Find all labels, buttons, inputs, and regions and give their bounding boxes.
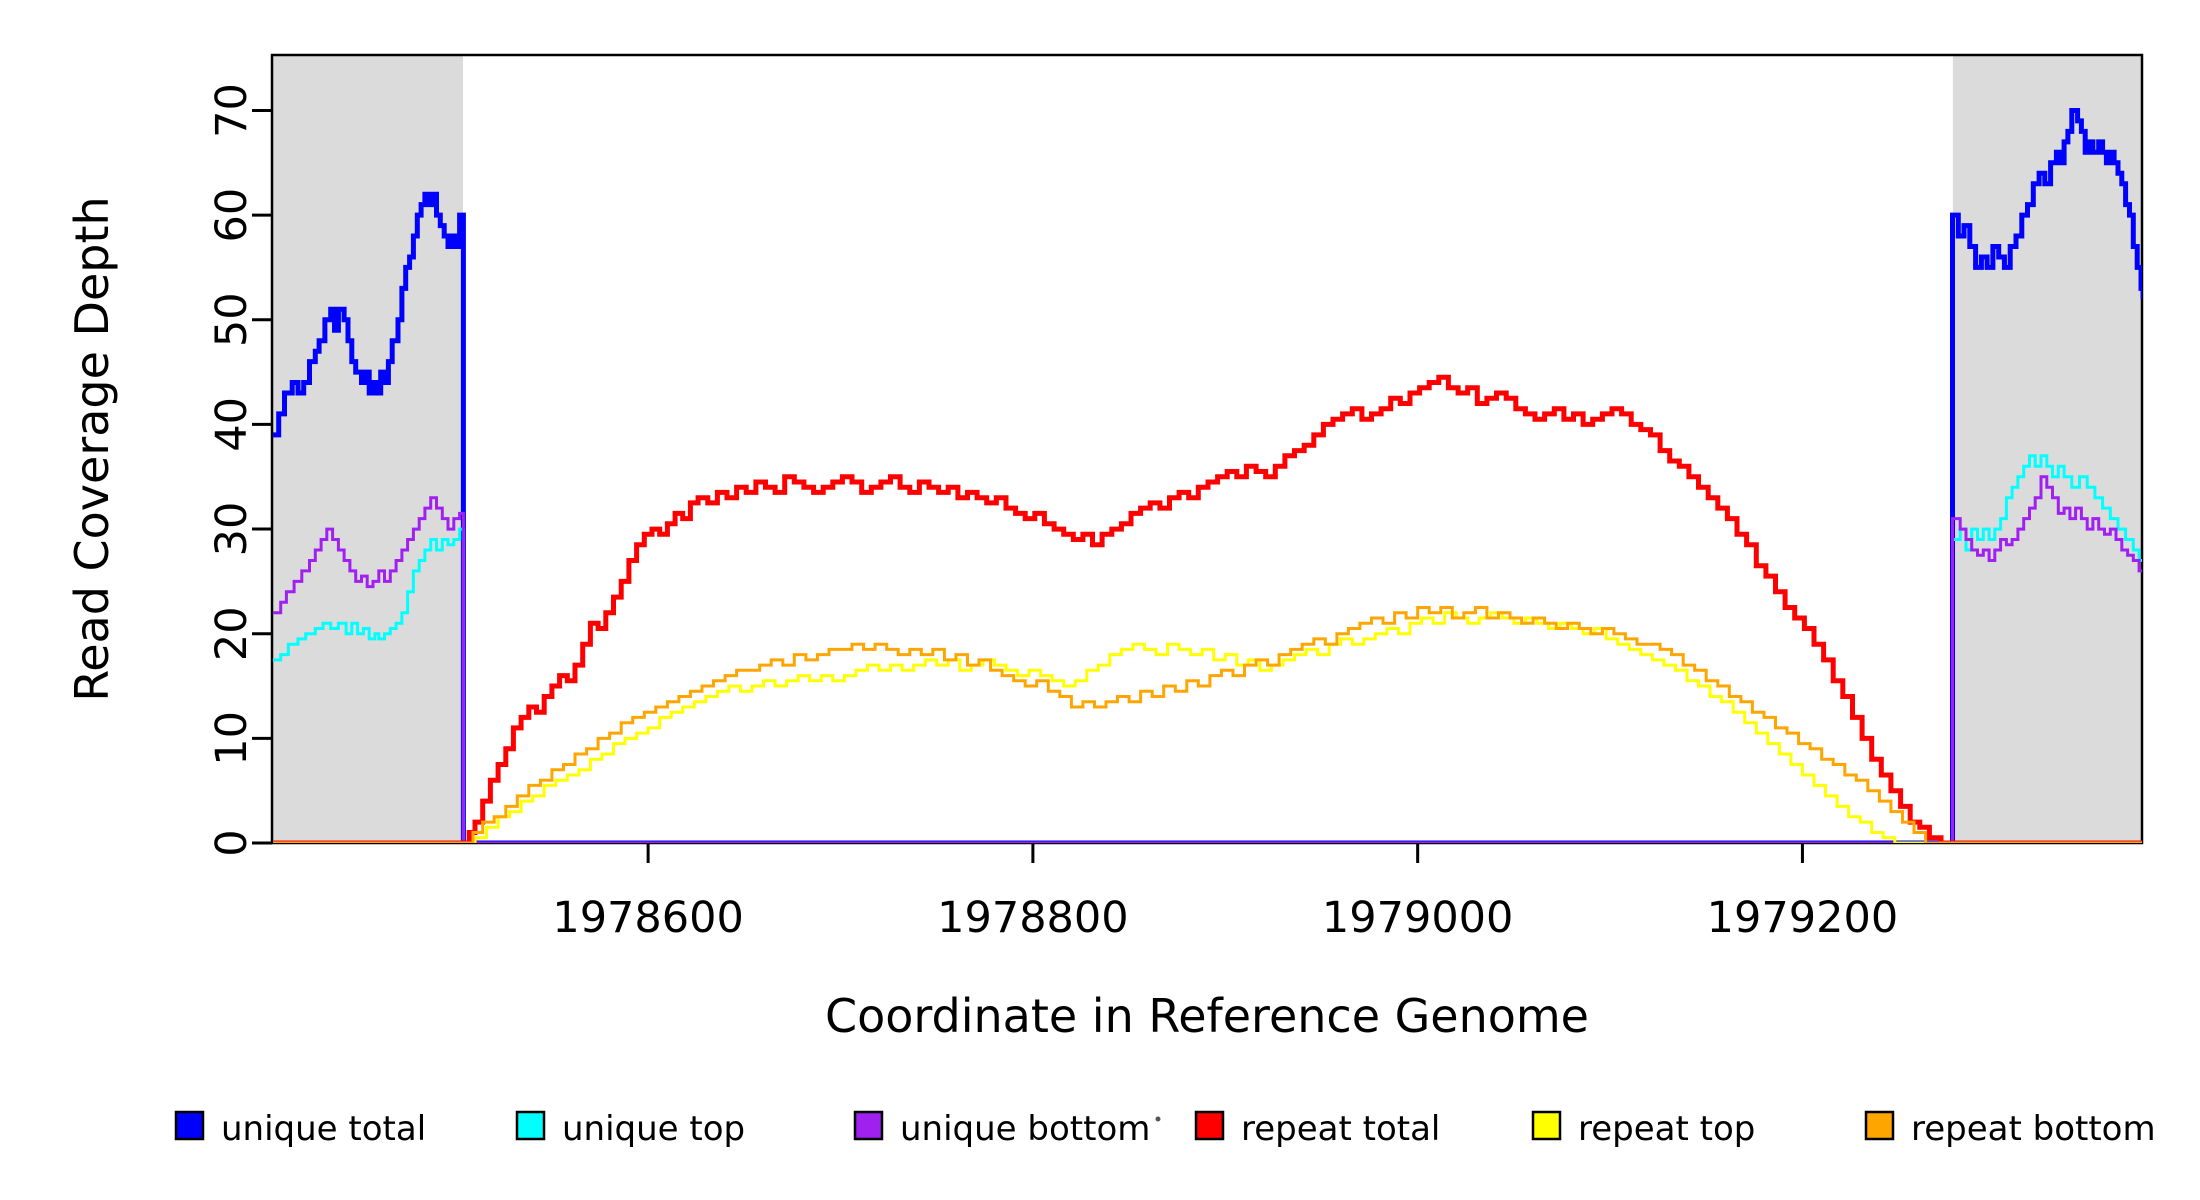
series-unique-bottom-line	[273, 475, 2142, 843]
legend-label-unique-total: unique total	[221, 1109, 426, 1149]
series-repeat-total-line	[273, 374, 2142, 843]
legend-swatch-repeat-total	[1194, 1110, 1225, 1141]
legend-label-unique-bottom: unique bottom	[900, 1109, 1150, 1149]
legend-swatch-unique-total	[174, 1110, 205, 1141]
y-tick-label: 70	[207, 83, 257, 138]
series-unique-total-line	[273, 108, 2142, 843]
legend-item-unique-top: unique top	[515, 1109, 745, 1149]
legend-item-repeat-top: repeat top	[1531, 1109, 1755, 1149]
y-tick-label: 30	[207, 502, 257, 557]
series-unique-top-line	[273, 454, 2142, 843]
legend-swatch-unique-bottom	[853, 1110, 884, 1141]
series-repeat-top-line	[273, 611, 2142, 843]
y-tick-label: 20	[207, 606, 257, 661]
legend-swatch-unique-top	[515, 1110, 546, 1141]
legend-swatch-repeat-bottom	[1864, 1110, 1895, 1141]
shaded-region	[1952, 55, 2142, 843]
y-tick-label: 10	[207, 711, 257, 766]
legend-label-repeat-bottom: repeat bottom	[1911, 1109, 2156, 1149]
x-axis-title: Coordinate in Reference Genome	[825, 989, 1589, 1043]
legend-item-unique-total: unique total	[174, 1109, 426, 1149]
y-tick-label: 40	[207, 397, 257, 452]
axes-layer: 1978600 1978800 1979000 1979200 0 10 20 30 40 50 6…	[207, 53, 2144, 943]
legend-swatch-repeat-top	[1531, 1110, 1562, 1141]
y-tick-label: 0	[207, 829, 257, 856]
legend-item-unique-bottom: unique bottom	[853, 1109, 1150, 1149]
legend-label-repeat-top: repeat top	[1578, 1109, 1755, 1149]
y-tick-label: 50	[207, 292, 257, 347]
y-axis-title: Read Coverage Depth	[65, 196, 119, 701]
x-tick-label: 1979000	[1322, 893, 1514, 943]
stray-dot	[1155, 1116, 1161, 1122]
series-repeat-bottom-line	[273, 606, 2142, 843]
x-tick-label: 1979200	[1707, 893, 1899, 943]
legend-item-repeat-total: repeat total	[1194, 1109, 1440, 1149]
legend: unique total unique top unique bottom repea…	[174, 1109, 2156, 1149]
legend-label-repeat-total: repeat total	[1241, 1109, 1440, 1149]
legend-item-repeat-bottom: repeat bottom	[1864, 1109, 2156, 1149]
shaded-region	[272, 55, 464, 843]
x-tick-label: 1978600	[552, 893, 744, 943]
shaded-regions-layer	[272, 55, 2142, 843]
x-tick-label: 1978800	[937, 893, 1129, 943]
y-tick-label: 60	[207, 188, 257, 243]
legend-label-unique-top: unique top	[562, 1109, 745, 1149]
series-layer	[273, 108, 2142, 843]
